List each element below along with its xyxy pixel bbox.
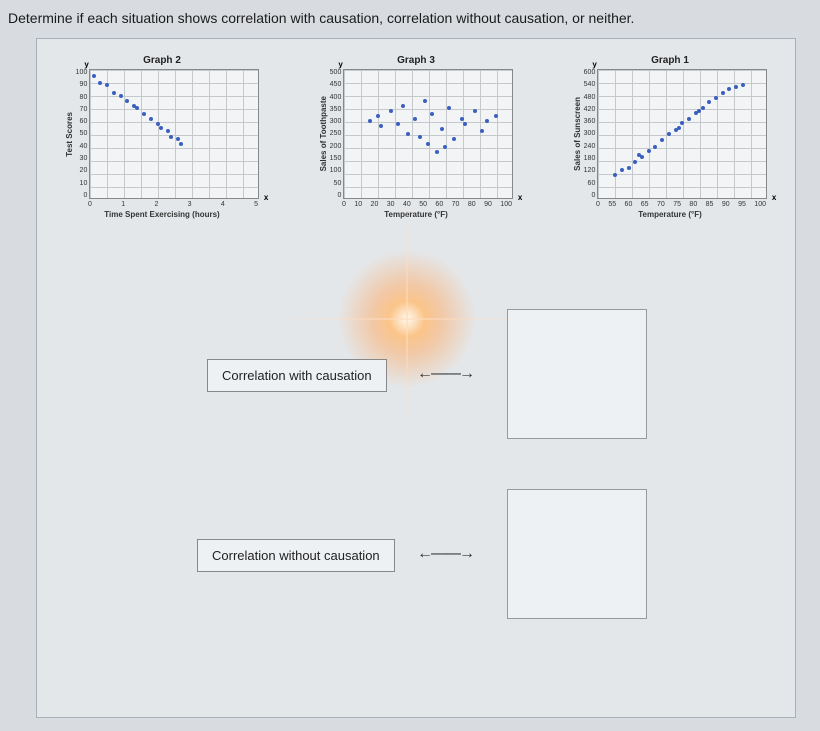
data-point: [660, 138, 664, 142]
data-point: [426, 142, 430, 146]
graph-title: Graph 3: [397, 55, 435, 66]
scatter-plot: yx: [89, 69, 259, 199]
data-point: [485, 119, 489, 123]
y-ticks: 600540480420360300240180120600: [584, 69, 596, 199]
data-point: [734, 85, 738, 89]
data-point: [98, 81, 102, 85]
data-point: [613, 173, 617, 177]
data-point: [640, 155, 644, 159]
data-point: [179, 142, 183, 146]
data-point: [494, 114, 498, 118]
data-point: [697, 109, 701, 113]
drop-target-1[interactable]: [507, 309, 647, 439]
data-point: [435, 150, 439, 154]
x-ticks: 0102030405060708090100: [342, 201, 512, 208]
data-point: [443, 145, 447, 149]
data-point: [452, 137, 456, 141]
data-point: [627, 166, 631, 170]
data-point: [376, 114, 380, 118]
label-correlation-with-causation[interactable]: Correlation with causation: [207, 359, 387, 392]
x-ticks: 012345: [88, 201, 258, 208]
data-point: [714, 96, 718, 100]
data-point: [413, 117, 417, 121]
graph-2: Graph 3 Sales of Toothpaste50045040035030…: [301, 55, 531, 219]
y-ticks: 500450400350300250200150100500: [330, 69, 342, 199]
y-axis-label: Test Scores: [65, 112, 74, 157]
chart-wrap: Sales of Toothpaste500450400350300250200…: [319, 69, 514, 199]
data-point: [368, 119, 372, 123]
data-point: [677, 126, 681, 130]
drop-target-2[interactable]: [507, 489, 647, 619]
data-point: [142, 112, 146, 116]
graph-1: Graph 2 Test Scores1009080706050403020100…: [47, 55, 277, 219]
graph-3: Graph 1 Sales of Sunscreen600540480420360…: [555, 55, 785, 219]
data-point: [159, 126, 163, 130]
data-point: [687, 117, 691, 121]
arrow-icon: ←——→: [417, 545, 473, 563]
data-point: [135, 106, 139, 110]
data-point: [112, 91, 116, 95]
graphs-row: Graph 2 Test Scores1009080706050403020100…: [47, 55, 785, 219]
data-point: [440, 127, 444, 131]
y-axis-label: Sales of Toothpaste: [319, 96, 328, 171]
graph-title: Graph 2: [143, 55, 181, 66]
data-point: [647, 149, 651, 153]
data-point: [176, 137, 180, 141]
x-axis-label: Time Spent Exercising (hours): [104, 210, 219, 219]
y-ticks: 1009080706050403020100: [76, 69, 88, 199]
data-point: [680, 121, 684, 125]
scatter-plot: yx: [343, 69, 513, 199]
y-axis-label: Sales of Sunscreen: [573, 97, 582, 171]
data-point: [727, 87, 731, 91]
x-axis-label: Temperature (°F): [638, 210, 702, 219]
data-point: [637, 153, 641, 157]
data-point: [166, 129, 170, 133]
data-point: [667, 132, 671, 136]
data-point: [379, 124, 383, 128]
data-point: [460, 117, 464, 121]
data-point: [447, 106, 451, 110]
graph-title: Graph 1: [651, 55, 689, 66]
data-point: [721, 91, 725, 95]
data-point: [653, 145, 657, 149]
chart-wrap: Sales of Sunscreen6005404804203603002401…: [573, 69, 768, 199]
data-point: [169, 135, 173, 139]
data-point: [620, 168, 624, 172]
data-point: [125, 99, 129, 103]
data-point: [423, 99, 427, 103]
data-point: [92, 74, 96, 78]
main-panel: Graph 2 Test Scores1009080706050403020100…: [36, 38, 796, 718]
data-point: [406, 132, 410, 136]
data-point: [741, 83, 745, 87]
data-point: [389, 109, 393, 113]
arrow-icon: ←——→: [417, 365, 473, 383]
prompt-text: Determine if each situation shows correl…: [8, 10, 634, 26]
scatter-plot: yx: [597, 69, 767, 199]
data-point: [396, 122, 400, 126]
data-point: [105, 83, 109, 87]
data-point: [149, 117, 153, 121]
x-axis-label: Temperature (°F): [384, 210, 448, 219]
x-ticks: 0556065707580859095100: [596, 201, 766, 208]
data-point: [418, 135, 422, 139]
data-point: [401, 104, 405, 108]
data-point: [473, 109, 477, 113]
data-point: [480, 129, 484, 133]
data-point: [430, 112, 434, 116]
data-point: [119, 94, 123, 98]
data-point: [463, 122, 467, 126]
label-correlation-without-causation[interactable]: Correlation without causation: [197, 539, 395, 572]
data-point: [707, 100, 711, 104]
chart-wrap: Test Scores1009080706050403020100yx: [65, 69, 260, 199]
data-point: [633, 160, 637, 164]
